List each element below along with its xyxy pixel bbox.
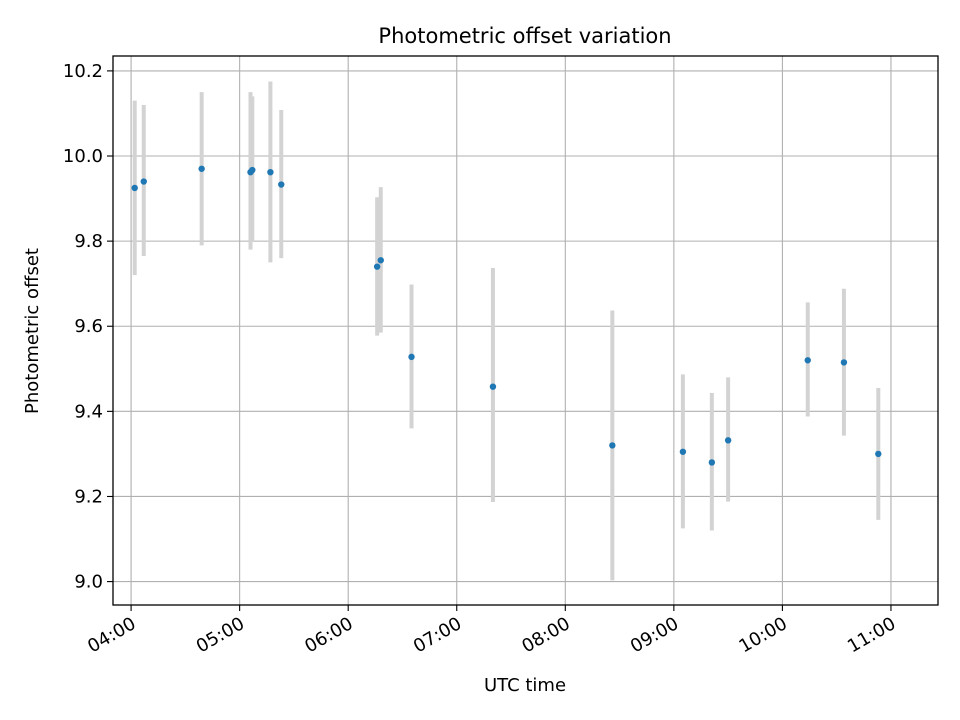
y-tick-label: 9.6 <box>74 316 103 337</box>
data-point <box>140 178 147 185</box>
data-point <box>377 257 384 264</box>
plot-frame <box>112 55 939 606</box>
data-point <box>373 263 381 270</box>
y-tick-label: 9.4 <box>74 401 103 422</box>
y-tick-label: 10.2 <box>63 61 103 82</box>
data-points <box>131 165 882 466</box>
data-point <box>131 184 138 192</box>
y-axis: 9.0 9.2 9.4 9.6 9.8 10.0 10.2 <box>63 61 113 593</box>
data-point <box>804 357 811 364</box>
grid <box>113 56 938 605</box>
chart-title: Photometric offset variation <box>378 24 671 48</box>
y-tick-label: 9.0 <box>74 572 103 593</box>
data-point <box>489 383 497 390</box>
data-point <box>609 442 616 449</box>
data-point <box>840 359 848 366</box>
y-tick-label: 9.2 <box>74 486 103 507</box>
data-point <box>724 437 732 444</box>
y-tick-label: 10.0 <box>63 146 103 167</box>
data-point <box>708 459 716 466</box>
data-point <box>278 181 285 188</box>
data-point <box>198 165 205 172</box>
y-axis-label: Photometric offset <box>22 248 43 414</box>
data-point <box>249 166 256 174</box>
data-point <box>267 168 274 176</box>
data-point <box>679 448 687 455</box>
y-tick-label: 9.8 <box>74 231 103 252</box>
x-axis-label: UTC time <box>484 675 566 696</box>
data-point <box>875 450 882 458</box>
data-point <box>408 353 415 361</box>
